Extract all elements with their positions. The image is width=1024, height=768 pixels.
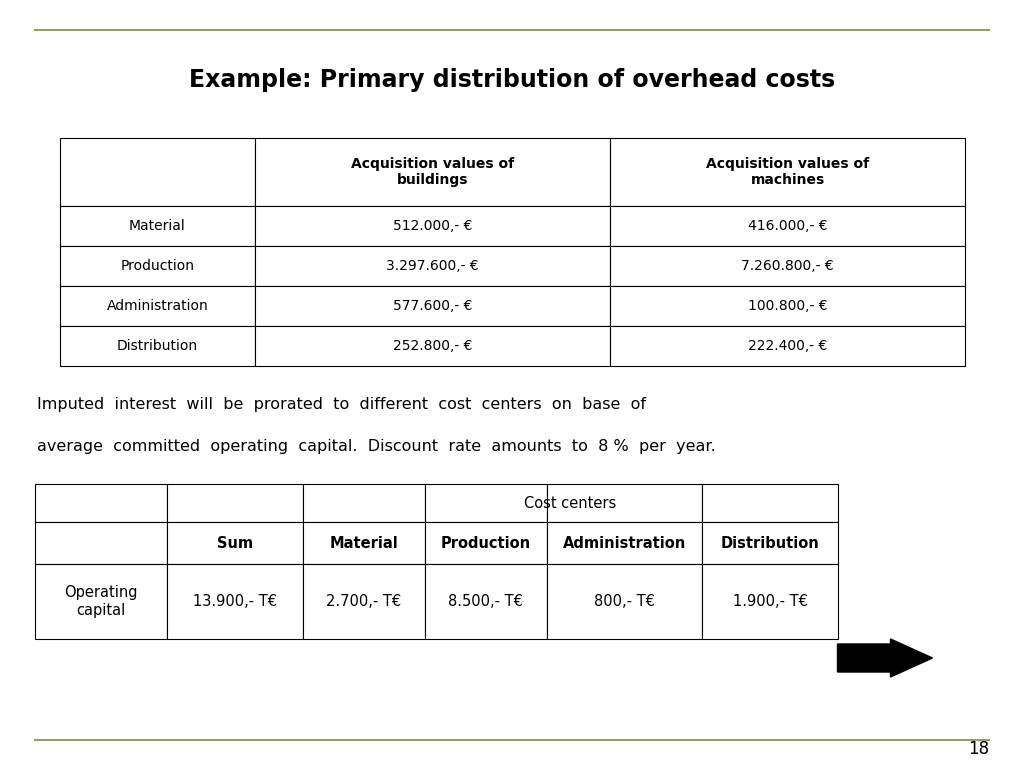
Text: 7.260.800,- €: 7.260.800,- €	[741, 259, 834, 273]
Bar	[60, 286, 255, 326]
Bar	[702, 522, 839, 564]
Bar	[35, 484, 167, 522]
Text: 3.297.600,- €: 3.297.600,- €	[386, 259, 479, 273]
Text: Distribution: Distribution	[117, 339, 198, 353]
Text: 222.400,- €: 222.400,- €	[748, 339, 827, 353]
Bar	[35, 564, 167, 639]
Bar	[60, 206, 255, 246]
Bar	[255, 206, 610, 246]
Text: Cost centers: Cost centers	[524, 495, 616, 511]
FancyArrow shape	[838, 639, 933, 677]
Bar	[425, 522, 547, 564]
Bar	[610, 138, 965, 206]
Bar	[60, 246, 255, 286]
Text: 800,- T€: 800,- T€	[594, 594, 655, 609]
Bar	[255, 138, 610, 206]
Text: Imputed  interest  will  be  prorated  to  different  cost  centers  on  base  o: Imputed interest will be prorated to dif…	[37, 396, 646, 412]
Text: Material: Material	[129, 219, 185, 233]
Text: 2.700,- T€: 2.700,- T€	[327, 594, 401, 609]
Text: Production: Production	[440, 535, 530, 551]
Bar	[425, 564, 547, 639]
Bar	[547, 484, 702, 522]
Text: Example: Primary distribution of overhead costs: Example: Primary distribution of overhea…	[188, 68, 836, 92]
Bar	[610, 286, 965, 326]
Bar	[35, 522, 167, 564]
Bar	[303, 522, 425, 564]
Bar	[255, 326, 610, 366]
Bar	[547, 564, 702, 639]
Text: Administration: Administration	[106, 299, 208, 313]
Text: Administration: Administration	[563, 535, 686, 551]
Text: Distribution: Distribution	[721, 535, 819, 551]
Bar	[167, 484, 303, 522]
Bar	[702, 484, 839, 522]
Text: 8.500,- T€: 8.500,- T€	[449, 594, 523, 609]
Text: Sum: Sum	[217, 535, 253, 551]
Text: Operating
capital: Operating capital	[65, 585, 137, 617]
Text: average  committed  operating  capital.  Discount  rate  amounts  to  8 %  per  : average committed operating capital. Dis…	[37, 439, 716, 453]
Bar	[610, 206, 965, 246]
Text: 18: 18	[968, 740, 989, 758]
Bar	[702, 564, 839, 639]
Bar	[303, 564, 425, 639]
Text: 512.000,- €: 512.000,- €	[393, 219, 472, 233]
Bar	[425, 484, 547, 522]
Text: Material: Material	[330, 535, 398, 551]
Bar	[610, 326, 965, 366]
Bar	[255, 286, 610, 326]
Bar	[60, 138, 255, 206]
Bar	[547, 522, 702, 564]
Text: Acquisition values of
buildings: Acquisition values of buildings	[351, 157, 514, 187]
Text: Acquisition values of
machines: Acquisition values of machines	[707, 157, 869, 187]
Text: 1.900,- T€: 1.900,- T€	[733, 594, 808, 609]
Text: 13.900,- T€: 13.900,- T€	[193, 594, 276, 609]
Text: Production: Production	[120, 259, 195, 273]
Bar	[255, 246, 610, 286]
Bar	[167, 564, 303, 639]
Text: 577.600,- €: 577.600,- €	[393, 299, 472, 313]
Text: 416.000,- €: 416.000,- €	[748, 219, 827, 233]
Text: 252.800,- €: 252.800,- €	[393, 339, 472, 353]
Bar	[60, 326, 255, 366]
Bar	[610, 246, 965, 286]
Bar	[303, 484, 425, 522]
Text: 100.800,- €: 100.800,- €	[748, 299, 827, 313]
Bar	[167, 522, 303, 564]
